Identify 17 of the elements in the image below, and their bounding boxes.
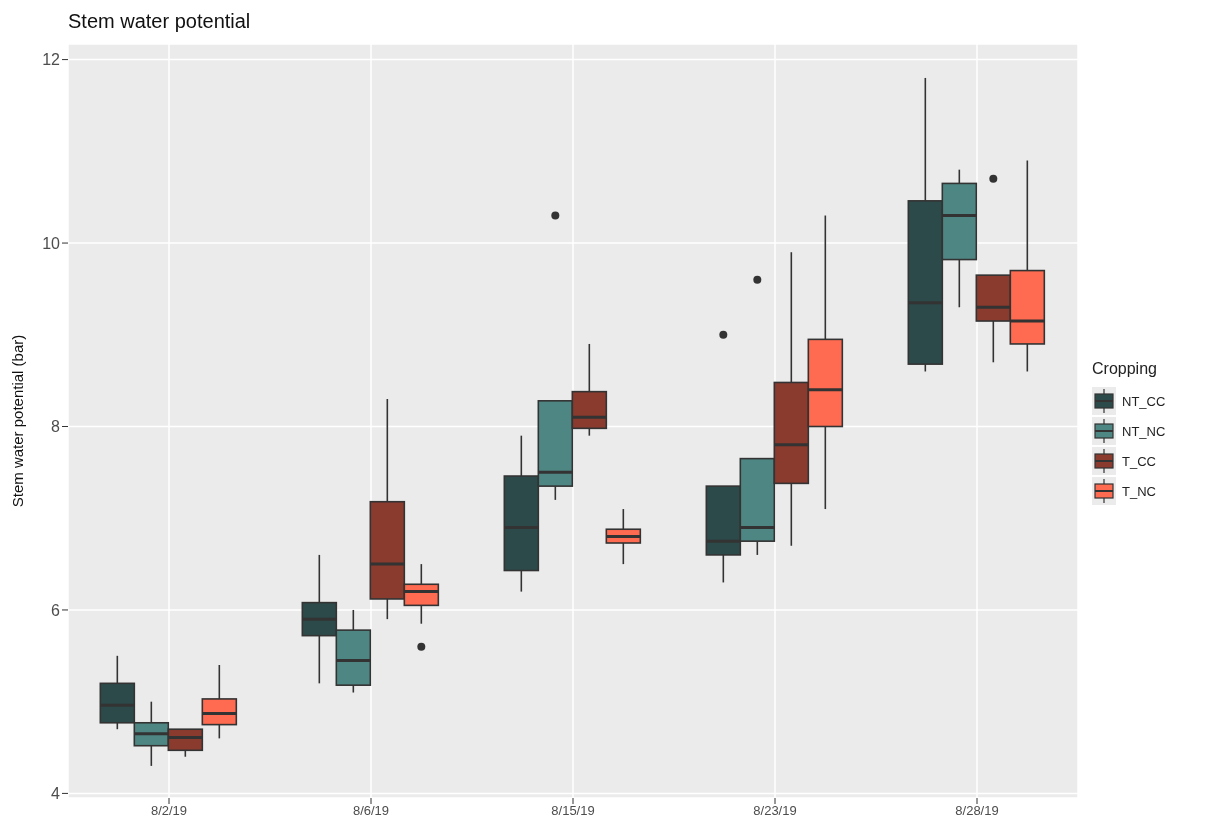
- legend-label: T_NC: [1122, 483, 1156, 499]
- x-tick-label: 8/6/19: [352, 803, 390, 819]
- x-tick-label: 8/23/19: [753, 803, 797, 819]
- x-tick-label: 8/15/19: [551, 803, 595, 819]
- x-tick-label: 8/28/19: [955, 803, 999, 819]
- legend-title: Cropping: [1092, 360, 1158, 378]
- legend-label: NT_CC: [1122, 393, 1166, 409]
- legend-label: T_CC: [1122, 453, 1156, 469]
- y-tick-label: 10: [42, 234, 61, 252]
- y-axis-title: Stem water potential (bar): [9, 334, 27, 508]
- y-tick-label: 4: [51, 785, 61, 803]
- y-tick-label: 8: [51, 418, 61, 436]
- y-tick-label: 6: [51, 601, 61, 619]
- legend-label: NT_NC: [1122, 423, 1166, 439]
- y-tick-label: 12: [42, 51, 61, 69]
- x-tick-label: 8/2/19: [150, 803, 188, 819]
- chart-title: Stem water potential: [67, 9, 252, 34]
